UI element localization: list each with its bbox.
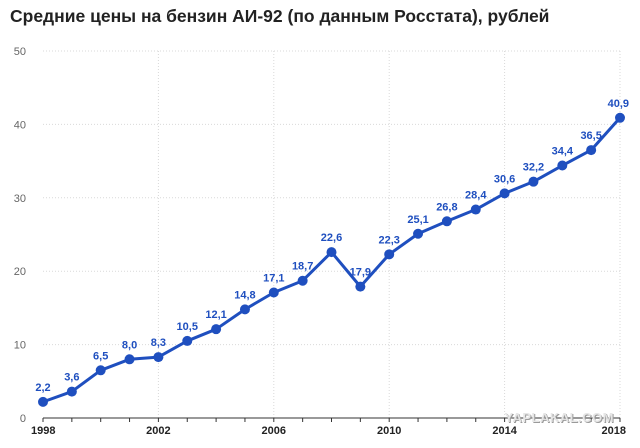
data-point xyxy=(153,352,164,363)
data-point xyxy=(441,216,452,227)
x-tick-label: 1998 xyxy=(31,425,55,437)
data-label: 36,5 xyxy=(580,130,601,142)
data-point xyxy=(326,247,337,258)
data-point xyxy=(615,112,625,123)
x-tick-label: 2018 xyxy=(602,425,626,437)
data-label: 6,5 xyxy=(93,350,108,362)
x-tick-label: 2006 xyxy=(262,425,286,437)
data-point xyxy=(586,145,597,156)
data-label: 22,6 xyxy=(321,232,342,244)
data-point xyxy=(470,204,481,215)
y-tick-label: 0 xyxy=(20,413,26,425)
data-label: 22,3 xyxy=(378,234,399,246)
data-point xyxy=(499,188,510,199)
data-label: 3,6 xyxy=(64,372,79,384)
data-point xyxy=(297,275,308,286)
grid xyxy=(43,50,621,418)
y-tick-label: 10 xyxy=(14,340,26,352)
watermark-logo: YAPLAKAL.COM xyxy=(504,410,614,425)
data-label: 30,6 xyxy=(494,173,515,185)
data-point xyxy=(124,354,135,365)
data-labels: 2,2 3,6 6,5 8,0 8,3 10,5 12,1 14,8 17,1 18,7 22,6 1… xyxy=(35,98,629,394)
data-label: 32,2 xyxy=(523,162,544,174)
data-point xyxy=(384,249,395,260)
series-price xyxy=(38,112,625,407)
y-tick-label: 40 xyxy=(14,119,26,131)
x-tick-label: 2014 xyxy=(492,425,517,437)
data-label: 8,3 xyxy=(151,337,166,349)
data-point xyxy=(268,287,279,298)
y-tick-label: 50 xyxy=(14,46,26,58)
y-tick-label: 20 xyxy=(14,266,26,278)
data-point xyxy=(557,160,568,171)
data-label: 26,8 xyxy=(436,201,457,213)
data-point xyxy=(413,228,424,239)
data-point xyxy=(211,324,222,335)
data-label: 14,8 xyxy=(234,289,255,301)
data-point xyxy=(239,304,250,315)
data-label: 40,9 xyxy=(608,98,629,110)
data-point xyxy=(95,365,106,376)
data-label: 8,0 xyxy=(122,339,137,351)
data-label: 18,7 xyxy=(292,261,313,273)
data-point xyxy=(66,386,77,397)
chart-title: Средние цены на бензин АИ-92 (по данным … xyxy=(10,6,550,26)
data-label: 17,1 xyxy=(263,272,284,284)
data-label: 10,5 xyxy=(177,321,198,333)
data-label: 28,4 xyxy=(465,190,487,202)
y-tick-label: 30 xyxy=(14,193,26,205)
data-label: 12,1 xyxy=(205,309,226,321)
data-point xyxy=(528,176,539,187)
data-label: 25,1 xyxy=(407,214,428,226)
x-tick-label: 2002 xyxy=(146,425,170,437)
data-point xyxy=(182,335,193,346)
data-label: 2,2 xyxy=(35,382,50,394)
data-label: 34,4 xyxy=(552,146,574,158)
data-point xyxy=(38,396,48,407)
x-tick-label: 2010 xyxy=(377,425,401,437)
data-label: 17,9 xyxy=(350,267,371,279)
data-point xyxy=(355,281,366,292)
axes: 0 10 20 30 40 50 1998 2002 2006 2010 2014 2018 xyxy=(14,46,626,437)
